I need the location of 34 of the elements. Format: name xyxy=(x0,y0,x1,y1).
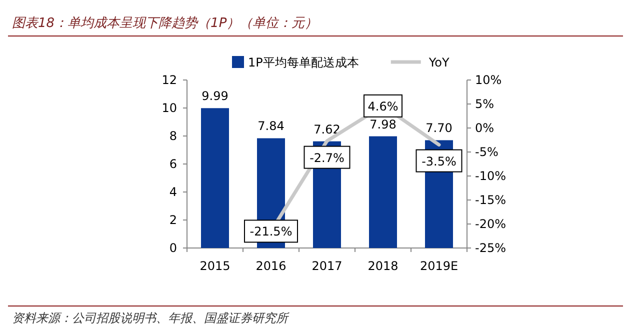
data-label: -21.5% xyxy=(250,224,292,239)
data-label: 7.98 xyxy=(370,117,396,132)
data-label: 7.70 xyxy=(426,121,452,136)
y2-tick-label: -5% xyxy=(475,145,498,159)
y2-tick-label: 0% xyxy=(475,121,494,135)
bar xyxy=(369,136,397,248)
data-label: -3.5% xyxy=(422,154,456,168)
y2-tick-label: 10% xyxy=(475,73,502,87)
y-tick-label: 12 xyxy=(162,73,177,87)
x-tick-label: 2019E xyxy=(420,259,458,273)
y-tick-label: 4 xyxy=(169,185,177,199)
y2-tick-label: -20% xyxy=(475,217,506,231)
data-label: 7.84 xyxy=(258,119,284,134)
data-label: 7.62 xyxy=(314,122,340,136)
y2-tick-label: -25% xyxy=(475,241,506,255)
y-tick-label: 8 xyxy=(169,129,177,143)
data-label: 9.99 xyxy=(202,89,228,104)
y2-tick-label: -15% xyxy=(475,193,506,207)
bar xyxy=(201,108,229,248)
chart-title: 图表18：单均成本呈现下降趋势（1P）（单位：元） xyxy=(12,16,318,31)
legend-label: YoY xyxy=(428,56,450,70)
data-label: -2.7% xyxy=(310,150,344,165)
y2-tick-label: -10% xyxy=(475,169,506,183)
y-tick-label: 2 xyxy=(169,213,177,227)
x-tick-label: 2018 xyxy=(368,259,398,273)
y-tick-label: 10 xyxy=(162,101,177,115)
y-tick-label: 6 xyxy=(169,157,177,171)
x-tick-label: 2016 xyxy=(256,259,286,273)
x-tick-label: 2017 xyxy=(312,259,342,273)
x-tick-label: 2015 xyxy=(200,259,230,273)
legend-label: 1P平均每单配送成本 xyxy=(248,56,359,70)
text: 资料来源：公司招股说明书、年报、国盛证券研究所 xyxy=(12,311,290,325)
y-tick-label: 0 xyxy=(169,241,177,255)
y2-tick-label: 5% xyxy=(475,97,494,111)
